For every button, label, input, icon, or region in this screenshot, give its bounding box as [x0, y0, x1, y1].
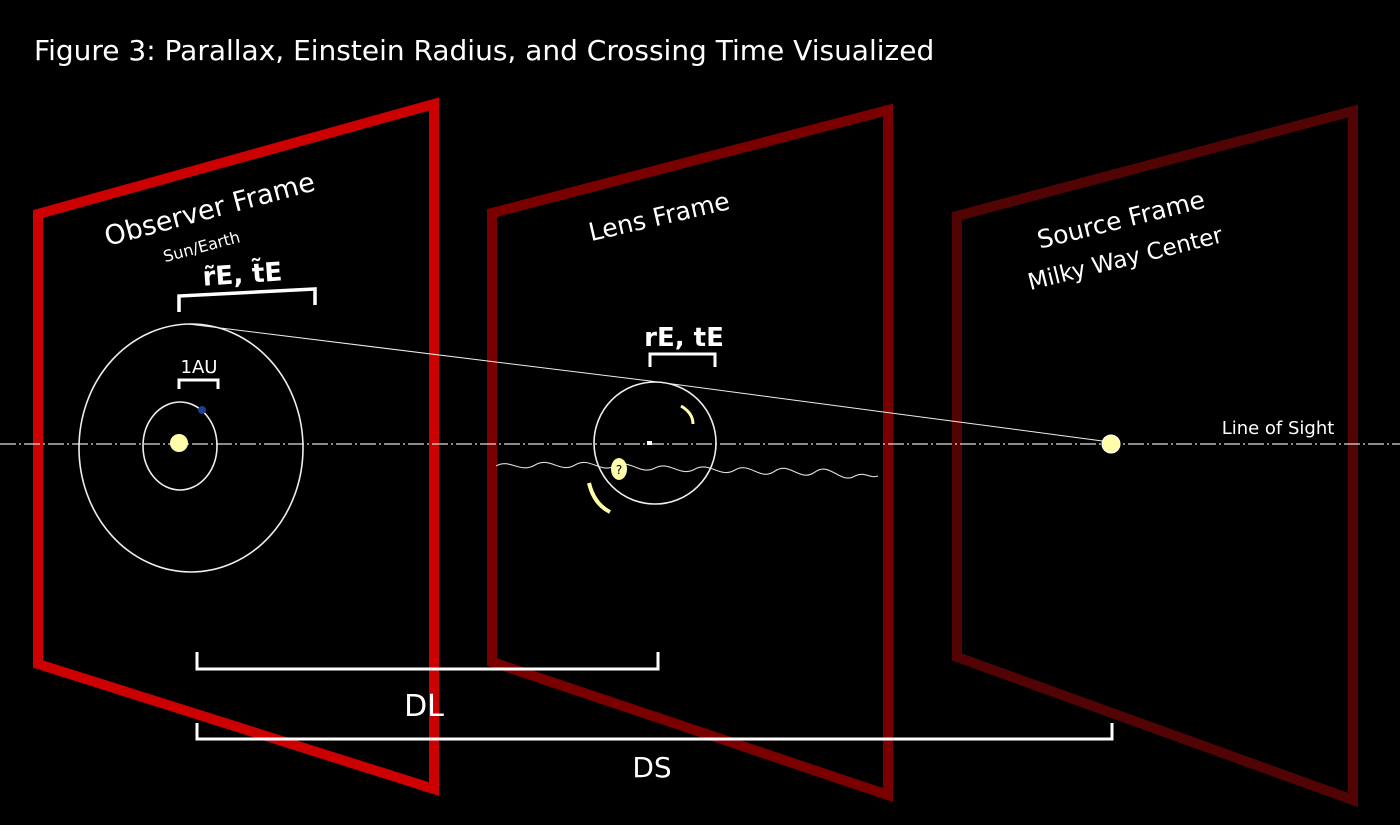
source-frame-panel	[952, 104, 1358, 808]
projected-einstein-label: r̃E, t̃E	[202, 256, 284, 293]
projected-einstein-bracket	[177, 287, 317, 312]
observer-frame-panel	[33, 97, 439, 796]
lens-frame-title: Lens Frame	[586, 186, 732, 247]
light-ray	[187, 323, 1111, 443]
lens-trajectory	[495, 461, 879, 479]
einstein-radius-bracket	[648, 352, 717, 367]
einstein-radius-label: rE, tE	[644, 323, 724, 353]
au-bracket	[177, 378, 220, 389]
source-distance-bracket	[195, 723, 1114, 741]
lensed-image-arc-large	[587, 482, 611, 514]
sun	[170, 434, 188, 452]
lens-distance-label: DL	[404, 689, 444, 724]
unknown-lens	[611, 458, 627, 480]
source-star	[1101, 434, 1121, 454]
earth	[198, 406, 206, 414]
einstein-ring	[593, 381, 717, 505]
source-distance-label: DS	[632, 751, 671, 784]
lens-distance-bracket	[195, 652, 660, 671]
lens-frame-panel	[487, 103, 893, 802]
lens-center-mark	[647, 441, 652, 445]
unknown-lens-mark: ?	[616, 463, 622, 477]
earth-orbit	[142, 401, 218, 491]
au-label: 1AU	[181, 357, 218, 378]
line-of-sight-label: Line of Sight	[1222, 418, 1335, 439]
figure-title: Figure 3: Parallax, Einstein Radius, and…	[34, 34, 935, 67]
lensed-image-arc-small	[680, 404, 695, 425]
projected-einstein-ring	[78, 323, 304, 573]
